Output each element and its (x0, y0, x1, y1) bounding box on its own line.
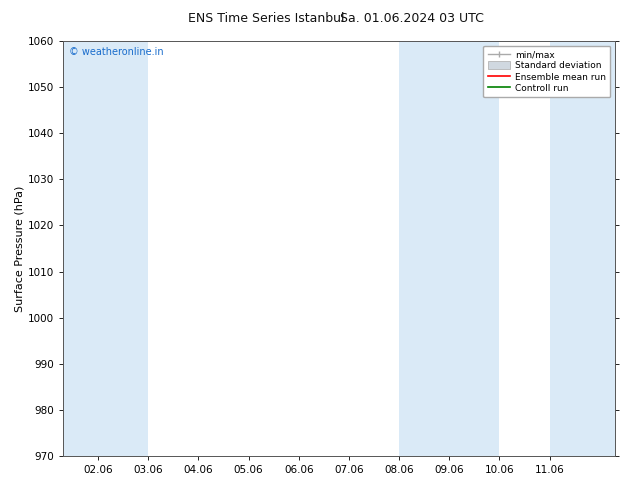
Text: Sa. 01.06.2024 03 UTC: Sa. 01.06.2024 03 UTC (340, 12, 484, 25)
Bar (450, 41, 500, 456)
Bar (63, 41, 98, 456)
Text: © weatheronline.in: © weatheronline.in (68, 47, 163, 57)
Text: ENS Time Series Istanbul: ENS Time Series Istanbul (188, 12, 344, 25)
Bar (98, 41, 148, 456)
Bar (399, 41, 450, 456)
Bar (550, 41, 615, 456)
Legend: min/max, Standard deviation, Ensemble mean run, Controll run: min/max, Standard deviation, Ensemble me… (483, 46, 611, 98)
Y-axis label: Surface Pressure (hPa): Surface Pressure (hPa) (15, 185, 25, 312)
